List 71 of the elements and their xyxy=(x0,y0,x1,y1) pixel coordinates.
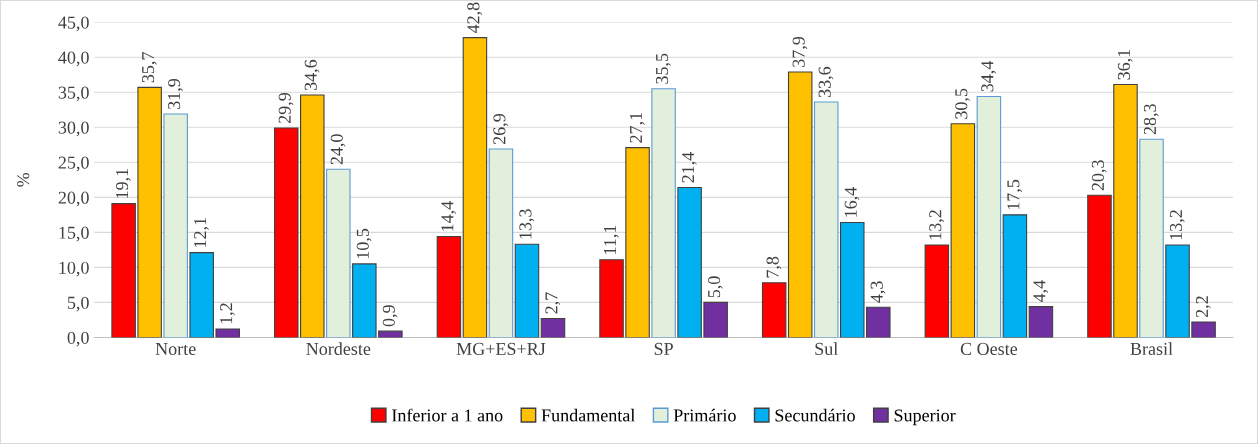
y-tick-label: 25,0 xyxy=(58,156,89,172)
data-label: 4,3 xyxy=(870,281,886,303)
x-tick-label: SP xyxy=(654,342,673,356)
data-label: 14,4 xyxy=(441,201,457,231)
data-label: 13,2 xyxy=(929,210,944,240)
data-label: 26,9 xyxy=(493,113,509,145)
data-label: 16,4 xyxy=(844,187,860,217)
bar xyxy=(651,88,676,338)
bar xyxy=(163,113,188,338)
data-label: 1,2 xyxy=(220,303,235,324)
legend-label: Secundário xyxy=(775,408,855,422)
data-label: 11,1 xyxy=(603,225,619,254)
data-label: 7,8 xyxy=(766,256,782,278)
bar xyxy=(462,37,488,338)
data-label: 34,6 xyxy=(304,59,320,91)
data-label: 37,9 xyxy=(792,36,808,67)
bar xyxy=(813,101,839,338)
legend-label: Inferior a 1 ano xyxy=(392,408,503,422)
data-label: 12,1 xyxy=(194,217,209,247)
data-label: 33,6 xyxy=(818,66,834,98)
data-label: 13,2 xyxy=(1169,210,1185,240)
x-tick-label: Norte xyxy=(155,343,196,356)
y-tick-label: 10,0 xyxy=(59,261,89,277)
data-label: 13,3 xyxy=(519,209,535,239)
data-label: 2,7 xyxy=(545,292,561,314)
bar xyxy=(436,236,462,338)
data-label: 29,9 xyxy=(278,92,294,124)
y-tick-label: 0,0 xyxy=(67,331,89,347)
data-label: 17,5 xyxy=(1007,179,1023,210)
legend-label: Primário xyxy=(673,408,736,422)
y-tick-label: 35,0 xyxy=(58,86,89,102)
x-tick-label: Brasil xyxy=(1130,342,1173,356)
data-label: 19,1 xyxy=(116,168,131,198)
x-tick-label: Sul xyxy=(815,342,838,356)
x-tick-label: MG+ES+RJ xyxy=(456,342,546,356)
y-tick-label: 20,0 xyxy=(58,191,89,207)
data-label: 36,1 xyxy=(1117,49,1133,80)
bar xyxy=(540,317,566,338)
data-label: 0,9 xyxy=(382,305,398,327)
data-label: 20,3 xyxy=(1091,160,1107,191)
data-label: 34,4 xyxy=(981,60,996,92)
x-tick-label: C Oeste xyxy=(960,342,1018,356)
y-tick-label: 15,0 xyxy=(59,226,89,242)
data-label: 30,5 xyxy=(955,88,970,119)
bar xyxy=(488,148,514,338)
bar xyxy=(976,95,1002,338)
bar xyxy=(1028,306,1054,338)
y-tick-label: 5,0 xyxy=(67,296,89,312)
x-tick-label: Nordeste xyxy=(306,342,371,356)
data-label: 4,4 xyxy=(1033,280,1049,303)
data-label: 31,9 xyxy=(168,78,183,109)
bar xyxy=(1002,214,1028,338)
data-label: 35,7 xyxy=(142,52,157,83)
data-label: 10,5 xyxy=(356,228,372,259)
data-label: 5,0 xyxy=(707,276,723,298)
legend-label: Superior xyxy=(894,409,956,426)
data-label: 27,1 xyxy=(629,112,645,143)
bar xyxy=(1139,138,1164,338)
data-label: 2,2 xyxy=(1195,296,1211,318)
y-tick-label: 40,0 xyxy=(58,51,89,67)
y-tick-label: 30,0 xyxy=(58,121,89,137)
data-label: 42,8 xyxy=(467,2,483,34)
data-label: 21,4 xyxy=(682,152,697,183)
data-label: 24,0 xyxy=(330,134,346,165)
data-label: 28,3 xyxy=(1143,104,1159,135)
y-tick-label: 45,0 xyxy=(58,16,89,32)
legend-label: Fundamental xyxy=(541,408,635,422)
y-axis-title: % xyxy=(17,172,30,187)
bar xyxy=(326,168,351,338)
data-label: 35,5 xyxy=(655,53,671,84)
bar xyxy=(514,243,540,338)
